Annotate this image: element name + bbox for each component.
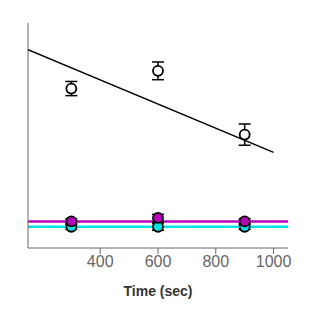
svg-text:400: 400 bbox=[87, 253, 114, 270]
svg-text:600: 600 bbox=[145, 253, 172, 270]
svg-text:1000: 1000 bbox=[256, 253, 292, 270]
svg-text:Time (sec): Time (sec) bbox=[124, 283, 193, 299]
svg-text:800: 800 bbox=[202, 253, 229, 270]
